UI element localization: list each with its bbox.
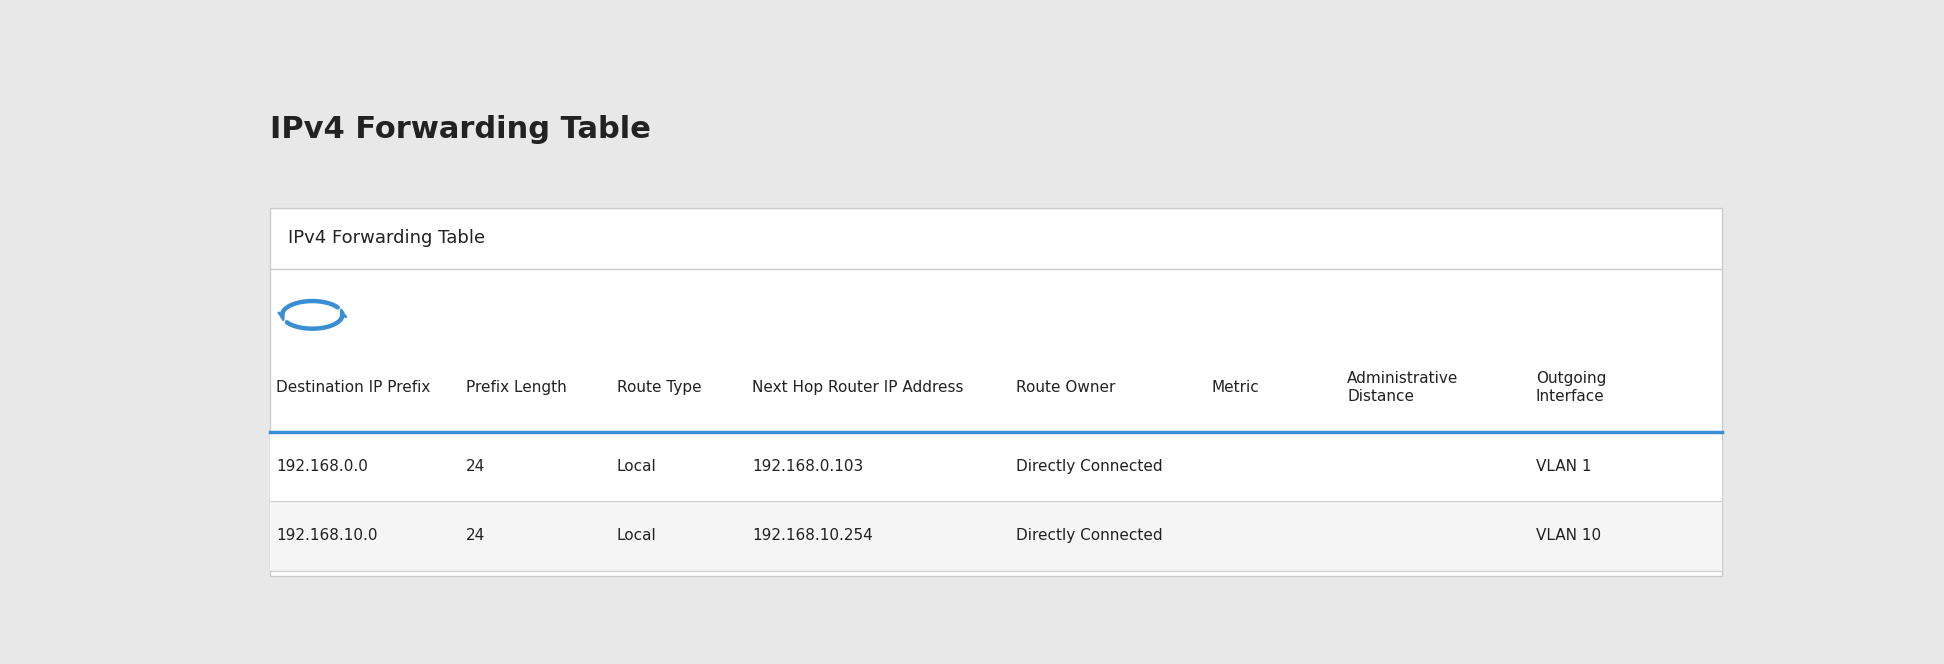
Text: Route Owner: Route Owner — [1017, 380, 1116, 395]
Text: IPv4 Forwarding Table: IPv4 Forwarding Table — [288, 229, 486, 247]
Text: VLAN 1: VLAN 1 — [1536, 459, 1590, 475]
Text: 24: 24 — [467, 459, 486, 475]
Text: Administrative
Distance: Administrative Distance — [1347, 371, 1458, 404]
FancyBboxPatch shape — [270, 432, 1722, 501]
Text: Directly Connected: Directly Connected — [1017, 529, 1163, 544]
Text: Outgoing
Interface: Outgoing Interface — [1536, 371, 1606, 404]
Text: VLAN 10: VLAN 10 — [1536, 529, 1600, 544]
Text: IPv4 Forwarding Table: IPv4 Forwarding Table — [270, 116, 651, 145]
FancyBboxPatch shape — [270, 501, 1722, 570]
FancyBboxPatch shape — [270, 207, 1722, 576]
Text: Local: Local — [616, 529, 657, 544]
Text: Directly Connected: Directly Connected — [1017, 459, 1163, 475]
Text: Prefix Length: Prefix Length — [467, 380, 568, 395]
Text: Local: Local — [616, 459, 657, 475]
Text: Destination IP Prefix: Destination IP Prefix — [276, 380, 430, 395]
Text: 192.168.10.0: 192.168.10.0 — [276, 529, 377, 544]
Text: 24: 24 — [467, 529, 486, 544]
Text: 192.168.0.103: 192.168.0.103 — [752, 459, 863, 475]
Text: Metric: Metric — [1211, 380, 1260, 395]
Text: Next Hop Router IP Address: Next Hop Router IP Address — [752, 380, 964, 395]
Text: 192.168.0.0: 192.168.0.0 — [276, 459, 367, 475]
Text: Route Type: Route Type — [616, 380, 702, 395]
Text: 192.168.10.254: 192.168.10.254 — [752, 529, 873, 544]
